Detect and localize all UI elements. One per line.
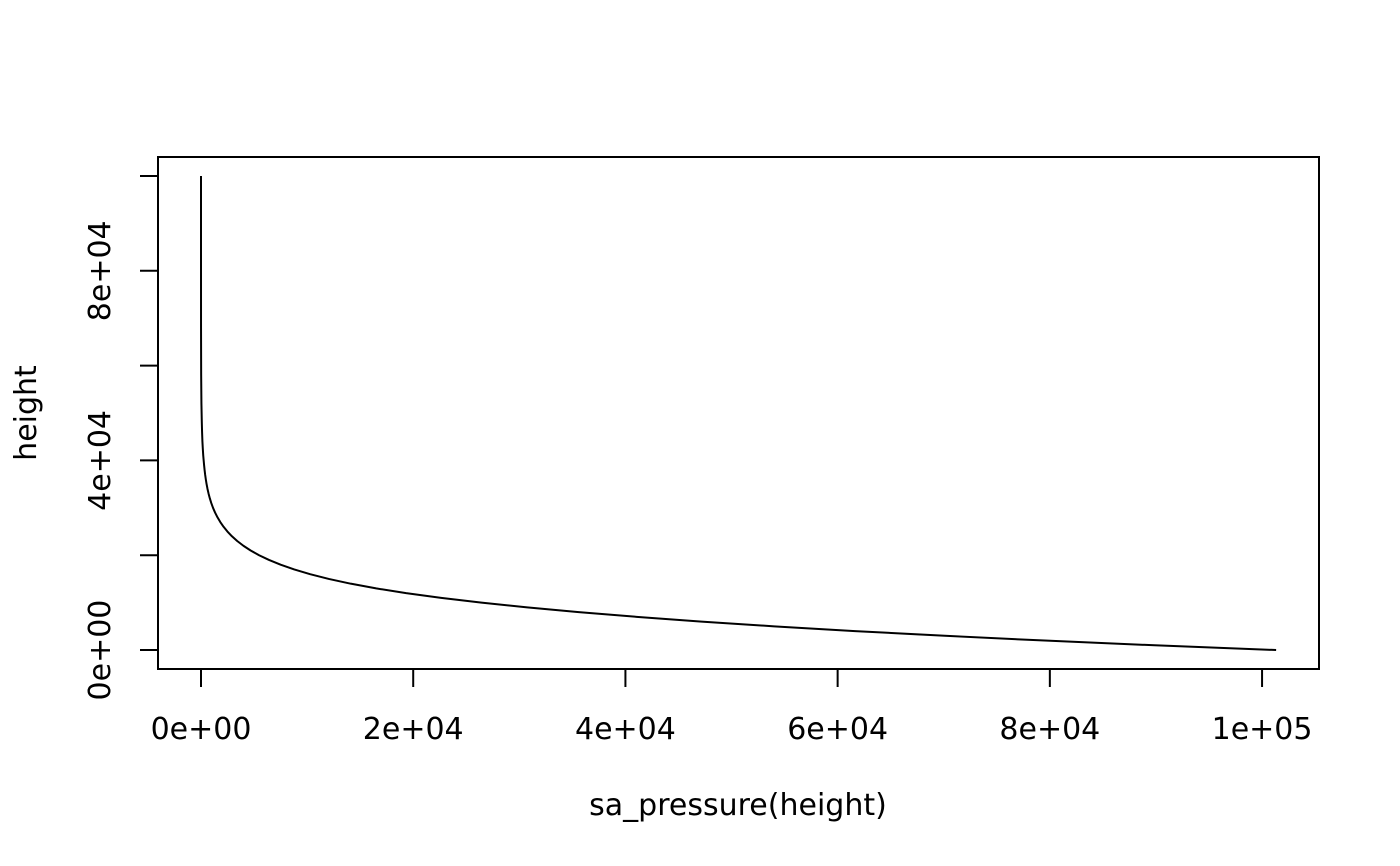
y-tick-label: 8e+04	[83, 220, 118, 321]
x-axis-label: sa_pressure(height)	[589, 788, 887, 823]
x-tick-label: 2e+04	[363, 712, 464, 747]
y-tick-label: 0e+00	[83, 600, 118, 701]
y-axis-label: height	[9, 365, 44, 461]
x-tick-label: 1e+05	[1212, 712, 1313, 747]
y-axis: 0e+00 4e+04 8e+04	[83, 174, 159, 701]
x-tick-label: 6e+04	[787, 712, 888, 747]
x-tick-label: 0e+00	[151, 712, 252, 747]
plot-frame	[157, 156, 1320, 670]
x-tick-label: 4e+04	[575, 712, 676, 747]
y-tick-label: 4e+04	[83, 410, 118, 511]
series-layer	[200, 175, 1277, 652]
x-tick-label: 8e+04	[999, 712, 1100, 747]
x-axis: 0e+00 2e+04 4e+04 6e+04 8e+04 1e+05	[151, 668, 1313, 747]
series-line	[200, 175, 1277, 652]
